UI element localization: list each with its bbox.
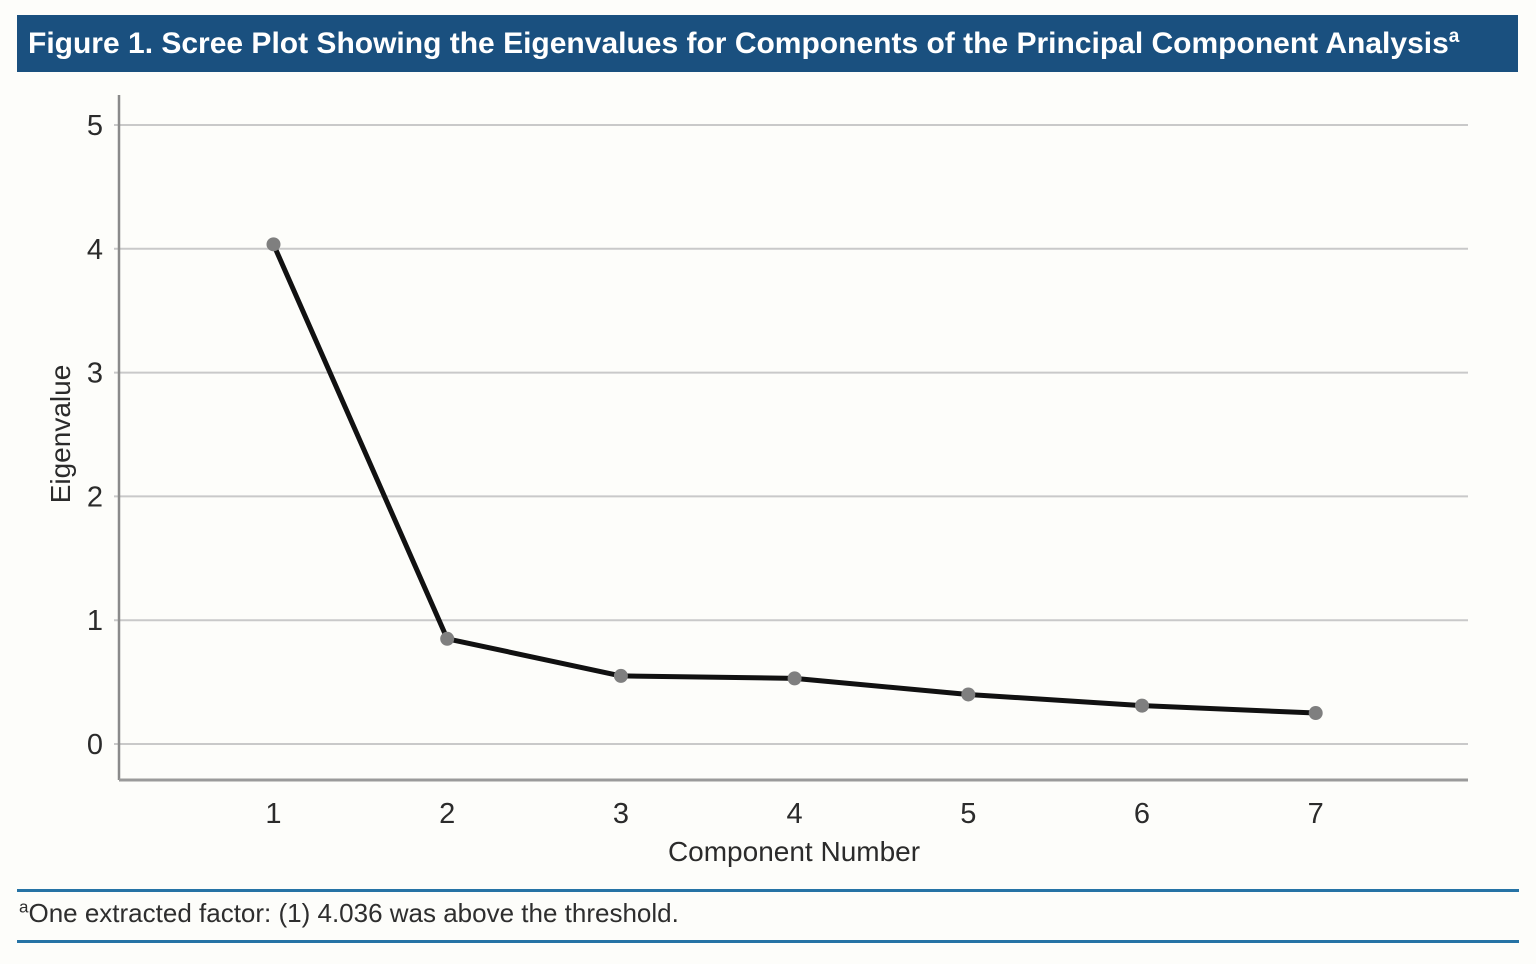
footnote-text: One extracted factor: (1) 4.036 was abov… (28, 898, 679, 928)
data-point-2 (440, 631, 455, 646)
scree-plot-chart: 0 1 2 3 4 5 1 2 3 4 5 6 7 Eigenvalue Component Numb… (45, 95, 1468, 867)
data-point-3 (613, 668, 628, 683)
figure-footnote: aOne extracted factor: (1) 4.036 was abo… (19, 898, 679, 928)
eigenvalue-line-series (271, 241, 1319, 716)
figure-title-superscript: a (1448, 25, 1460, 47)
x-tick-label-5: 5 (960, 798, 976, 830)
data-point-5 (961, 687, 976, 702)
gridlines (114, 124, 1468, 745)
x-tick-label-6: 6 (1134, 798, 1150, 830)
data-point-7 (1308, 706, 1323, 721)
data-point-6 (1135, 698, 1149, 713)
figure-title-bar: Figure 1. Scree Plot Showing the Eigenva… (17, 15, 1518, 72)
figure-footnote-block: aOne extracted factor: (1) 4.036 was abo… (17, 889, 1519, 943)
eigenvalue-data-points (266, 237, 1323, 721)
y-tick-label-0: 0 (87, 729, 103, 761)
x-tick-label-1: 1 (265, 798, 281, 830)
x-axis-tick-labels: 1 2 3 4 5 6 7 (265, 798, 1323, 830)
x-tick-label-2: 2 (439, 798, 455, 830)
data-point-1 (266, 237, 281, 252)
y-axis-title: Eigenvalue (45, 365, 76, 504)
x-tick-label-3: 3 (613, 798, 629, 830)
y-tick-label-1: 1 (87, 605, 103, 637)
scree-line (271, 241, 1319, 716)
figure-title: Figure 1. Scree Plot Showing the Eigenva… (28, 27, 1459, 61)
y-tick-label-5: 5 (87, 110, 103, 142)
data-point-4 (787, 671, 802, 686)
figure-title-main: Figure 1. Scree Plot Showing the Eigenva… (28, 26, 1449, 60)
y-tick-label-2: 2 (87, 481, 103, 513)
x-tick-label-4: 4 (787, 798, 803, 830)
y-axis-tick-labels: 0 1 2 3 4 5 (87, 110, 103, 761)
x-tick-label-7: 7 (1308, 798, 1324, 830)
axes (117, 95, 1468, 782)
footnote-superscript: a (19, 897, 29, 917)
y-tick-label-4: 4 (87, 234, 103, 266)
y-tick-label-3: 3 (87, 358, 103, 390)
x-axis-title: Component Number (668, 836, 920, 867)
